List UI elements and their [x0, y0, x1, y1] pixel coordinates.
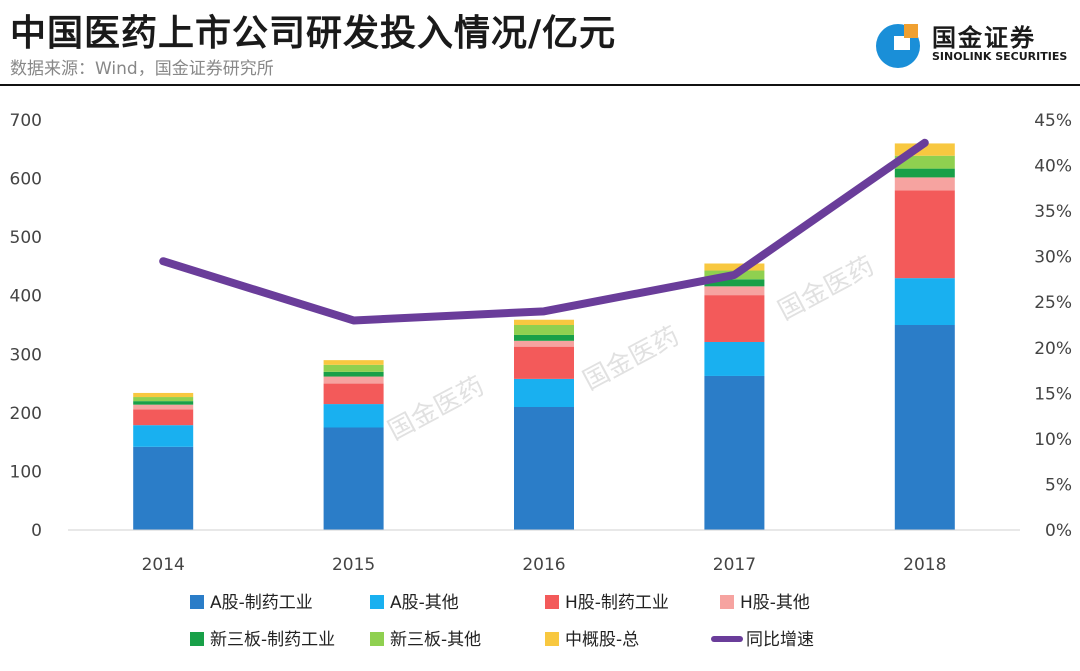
bar-segment	[514, 319, 574, 325]
bar-segment	[133, 397, 194, 402]
source-note: 数据来源：Wind，国金证券研究所	[10, 59, 274, 79]
bar-segment	[894, 278, 955, 325]
legend-swatch	[370, 595, 384, 609]
bar-segment	[323, 371, 384, 377]
legend-swatch	[190, 595, 204, 609]
legend-label: 新三板-其他	[390, 630, 481, 650]
y2-tick-label: 40%	[1034, 157, 1072, 177]
y2-tick-label: 20%	[1034, 339, 1072, 359]
y-tick-label: 100	[10, 462, 42, 482]
bar-segment	[514, 340, 574, 347]
y-tick-label: 200	[10, 404, 42, 424]
legend-swatch	[190, 632, 204, 646]
bar-segment	[323, 427, 384, 530]
bar-segment	[894, 168, 955, 178]
bar-segment	[704, 375, 765, 530]
left-axis-ticks: 0 100 200 300 400 500 600 700	[10, 111, 42, 541]
watermark-text: 国金医药	[773, 251, 879, 326]
page-title: 中国医药上市公司研发投入情况/亿元	[10, 13, 617, 54]
bar-segment	[894, 190, 955, 279]
y-tick-label: 500	[10, 228, 42, 248]
watermark-text: 国金医药	[383, 371, 489, 446]
legend-swatch	[545, 595, 559, 609]
header-divider	[0, 84, 1080, 86]
y2-tick-label: 10%	[1034, 430, 1072, 450]
legend-label: 中概股-总	[565, 630, 639, 650]
x-tick-label: 2018	[903, 555, 946, 575]
x-tick-label: 2017	[713, 555, 756, 575]
legend-swatch	[545, 632, 559, 646]
bar-segment	[133, 404, 194, 410]
bar-segment	[704, 286, 765, 296]
y2-tick-label: 15%	[1034, 384, 1072, 404]
legend-label: 新三板-制药工业	[210, 630, 335, 650]
x-axis: 2014 2015 2016 2017 2018	[68, 529, 1020, 575]
y2-tick-label: 35%	[1034, 202, 1072, 222]
bar-segment	[133, 409, 194, 426]
legend-label: A股-其他	[390, 593, 459, 613]
bar-segment	[133, 446, 194, 530]
bar-segment	[133, 392, 194, 398]
x-tick-label: 2014	[142, 555, 185, 575]
legend-label: A股-制药工业	[210, 593, 313, 613]
y-tick-label: 700	[10, 111, 42, 131]
bar-segment	[894, 177, 955, 191]
bar-segment	[133, 425, 194, 447]
legend-label: H股-其他	[740, 593, 810, 613]
watermark-text: 国金医药	[578, 321, 684, 396]
bar-segment	[323, 360, 384, 365]
stacked-bars	[133, 143, 955, 530]
sinolink-logo: 国金证券 SINOLINK SECURITIES	[872, 16, 1077, 72]
bar-segment	[894, 155, 955, 169]
bar-segment	[514, 346, 574, 379]
bar-segment	[323, 376, 384, 384]
legend-label: 同比增速	[746, 630, 814, 650]
y2-tick-label: 30%	[1034, 248, 1072, 268]
growth-rate-line	[159, 138, 929, 325]
sinolink-logo-icon	[876, 24, 920, 68]
logo-name-cn: 国金证券	[932, 24, 1036, 52]
bar-segment	[323, 404, 384, 428]
x-tick-label: 2016	[522, 555, 565, 575]
logo-name-en: SINOLINK SECURITIES	[932, 50, 1068, 63]
y2-tick-label: 45%	[1034, 111, 1072, 131]
y2-tick-label: 25%	[1034, 293, 1072, 313]
bar-segment	[704, 263, 765, 271]
bar-segment	[514, 378, 574, 407]
legend-label: H股-制药工业	[565, 593, 669, 613]
y-tick-label: 400	[10, 287, 42, 307]
bar-segment	[133, 401, 194, 405]
bar-segment	[514, 325, 574, 335]
bar-segment	[704, 341, 765, 376]
y2-tick-label: 0%	[1045, 521, 1072, 541]
bar-segment	[704, 295, 765, 342]
legend-swatch	[720, 595, 734, 609]
bar-segment	[323, 364, 384, 372]
y2-tick-label: 5%	[1045, 475, 1072, 495]
growth-line-layer	[159, 138, 929, 325]
right-axis-ticks: 0% 5% 10% 15% 20% 25% 30% 35% 40% 45%	[1034, 111, 1072, 541]
bar-segment	[514, 407, 574, 530]
bar-segment	[704, 279, 765, 287]
legend-swatch	[370, 632, 384, 646]
y-tick-label: 300	[10, 345, 42, 365]
x-tick-label: 2015	[332, 555, 375, 575]
bar-segment	[323, 383, 384, 405]
bar-segment	[514, 334, 574, 341]
y-tick-label: 600	[10, 170, 42, 190]
y-tick-label: 0	[31, 521, 42, 541]
bar-segment	[894, 325, 955, 530]
